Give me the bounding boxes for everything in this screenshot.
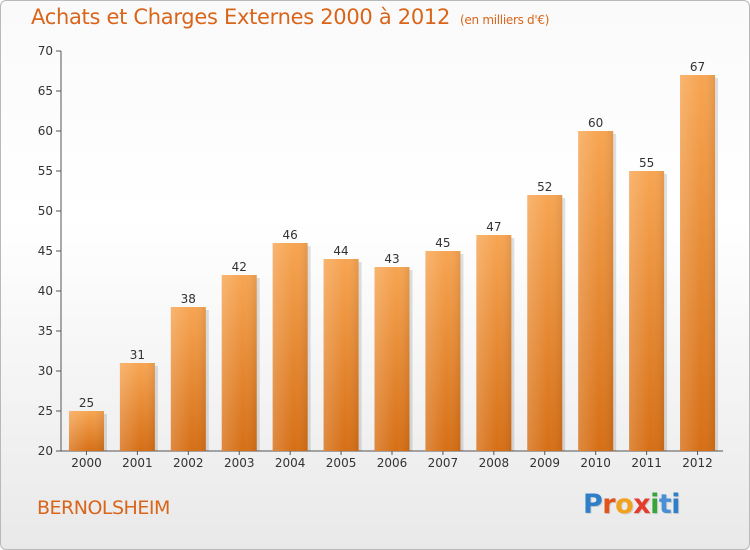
x-tick-label: 2003 (224, 456, 255, 470)
data-label: 55 (639, 156, 654, 170)
data-label: 52 (537, 180, 552, 194)
x-tick-label: 2012 (682, 456, 713, 470)
x-tick-label: 2004 (275, 456, 306, 470)
data-label: 31 (130, 348, 145, 362)
proxiti-logo: Proxiti (583, 489, 681, 520)
bar-highlight (374, 267, 410, 451)
x-tick-label: 2001 (122, 456, 153, 470)
bar-highlight (680, 75, 716, 451)
data-label: 46 (283, 228, 298, 242)
data-label: 60 (588, 116, 603, 130)
x-tick-label: 2011 (631, 456, 662, 470)
x-tick-label: 2005 (326, 456, 357, 470)
bar-highlight (170, 307, 206, 451)
x-tick-label: 2009 (529, 456, 560, 470)
data-label: 43 (384, 252, 399, 266)
data-label: 25 (79, 396, 94, 410)
x-tick-label: 2010 (580, 456, 611, 470)
y-tick-label: 55 (38, 164, 53, 178)
x-tick-label: 2002 (173, 456, 204, 470)
bar-highlight (629, 171, 665, 451)
bar-highlight (476, 235, 512, 451)
bar-highlight (578, 131, 614, 451)
data-label: 38 (181, 292, 196, 306)
data-label: 45 (435, 236, 450, 250)
value-labels: 25 31 38 42 46 44 43 45 47 52 60 55 67 (79, 60, 705, 410)
commune-name: BERNOLSHEIM (37, 497, 170, 519)
data-label: 44 (333, 244, 348, 258)
y-tick-label: 65 (38, 84, 53, 98)
y-tick-label: 25 (38, 404, 53, 418)
y-tick-label: 20 (38, 444, 53, 458)
bar-highlight (323, 259, 359, 451)
data-label: 67 (690, 60, 705, 74)
bar-highlight (68, 411, 104, 451)
chart-title: Achats et Charges Externes 2000 à 2012 (e… (31, 5, 549, 29)
y-tick-label: 70 (38, 44, 53, 58)
y-tick-label: 45 (38, 244, 53, 258)
y-tick-label: 35 (38, 324, 53, 338)
bar-highlight (119, 363, 155, 451)
chart-title-text: Achats et Charges Externes 2000 à 2012 (31, 5, 451, 29)
bar-highlight (221, 275, 257, 451)
data-label: 47 (486, 220, 501, 234)
y-tick-label: 50 (38, 204, 53, 218)
x-tick-label: 2006 (377, 456, 408, 470)
y-tick-label: 30 (38, 364, 53, 378)
x-tick-label: 2007 (428, 456, 459, 470)
x-tick-label: 2008 (479, 456, 510, 470)
y-tick-label: 40 (38, 284, 53, 298)
chart-unit: (en milliers d'€) (460, 13, 550, 27)
data-label: 42 (232, 260, 247, 274)
y-tick-label: 60 (38, 124, 53, 138)
bars (68, 75, 719, 451)
bar-highlight (527, 195, 563, 451)
axes: 20 25 30 35 40 45 50 55 60 65 70 2000 2001 2002 2003 20… (38, 44, 723, 470)
bar-highlight (272, 243, 308, 451)
bar-highlight (425, 251, 461, 451)
x-tick-label: 2000 (71, 456, 102, 470)
